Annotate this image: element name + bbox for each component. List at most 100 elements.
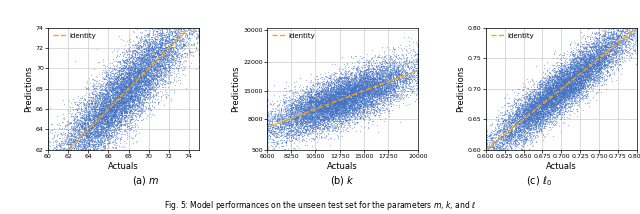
- Point: [383, 82, 394, 86]
- Point: [307, 110, 317, 113]
- Point: [533, 112, 543, 116]
- Point: [551, 98, 561, 101]
- Point: [121, 64, 131, 68]
- Point: [540, 108, 550, 111]
- Point: [565, 66, 575, 69]
- Point: [100, 137, 110, 140]
- Point: [299, 109, 309, 112]
- Point: [632, 28, 640, 32]
- Point: [608, 38, 618, 41]
- Point: [584, 64, 594, 67]
- Point: [125, 77, 136, 80]
- Point: [520, 83, 530, 86]
- Point: [481, 151, 491, 155]
- Point: [567, 70, 577, 73]
- Point: [377, 90, 387, 94]
- Point: [128, 141, 138, 144]
- Point: [145, 42, 156, 45]
- Point: [370, 72, 380, 75]
- Point: [530, 114, 540, 118]
- Point: [349, 100, 359, 104]
- Point: [313, 115, 323, 118]
- Point: [412, 52, 422, 55]
- Point: [562, 63, 572, 67]
- Point: [529, 105, 539, 108]
- Point: [413, 66, 423, 70]
- Point: [547, 77, 557, 80]
- Point: [551, 71, 561, 74]
- Point: [490, 140, 500, 143]
- Point: [328, 118, 339, 121]
- Point: [488, 154, 499, 158]
- Point: [108, 87, 118, 90]
- Point: [333, 109, 344, 112]
- Point: [614, 59, 625, 63]
- Point: [616, 35, 626, 39]
- Point: [605, 60, 615, 63]
- Point: [108, 127, 118, 130]
- Point: [154, 48, 164, 51]
- Point: [131, 85, 141, 89]
- Point: [113, 98, 123, 101]
- Point: [282, 114, 292, 117]
- Point: [116, 101, 127, 104]
- Point: [380, 82, 390, 86]
- Point: [563, 81, 573, 85]
- Point: [559, 111, 570, 114]
- Point: [566, 93, 576, 97]
- Point: [510, 122, 520, 125]
- Point: [579, 53, 589, 56]
- Point: [90, 120, 100, 124]
- Point: [593, 62, 603, 65]
- Point: [595, 79, 605, 83]
- Point: [149, 68, 159, 71]
- Point: [337, 85, 348, 88]
- Point: [328, 104, 339, 108]
- Point: [335, 94, 345, 98]
- Point: [68, 129, 79, 133]
- Point: [71, 159, 81, 162]
- Point: [328, 100, 339, 104]
- Point: [543, 87, 554, 90]
- Point: [369, 92, 379, 96]
- Point: [152, 81, 163, 85]
- Point: [335, 112, 345, 115]
- Point: [481, 177, 491, 180]
- Point: [303, 111, 314, 115]
- Point: [100, 133, 110, 137]
- Point: [599, 41, 609, 44]
- Point: [131, 70, 141, 73]
- Point: [109, 107, 119, 110]
- Point: [566, 66, 576, 69]
- Point: [43, 141, 53, 144]
- Point: [555, 101, 565, 104]
- Point: [551, 95, 561, 98]
- Point: [481, 171, 491, 174]
- Point: [109, 113, 119, 117]
- Point: [564, 94, 575, 97]
- Point: [563, 109, 573, 113]
- Point: [308, 115, 318, 118]
- Point: [600, 66, 610, 70]
- Point: [553, 107, 563, 111]
- Point: [152, 64, 162, 67]
- Point: [632, 3, 640, 7]
- Point: [344, 108, 354, 112]
- Point: [540, 113, 550, 116]
- Point: [120, 55, 130, 59]
- Point: [342, 103, 353, 106]
- Point: [79, 129, 89, 133]
- Point: [596, 65, 607, 68]
- Point: [601, 24, 611, 28]
- Point: [111, 97, 121, 101]
- Point: [348, 107, 358, 110]
- Point: [336, 104, 346, 107]
- Point: [151, 77, 161, 81]
- Point: [518, 120, 529, 123]
- Point: [116, 93, 126, 97]
- Point: [272, 119, 282, 123]
- Point: [135, 87, 145, 91]
- Point: [310, 100, 321, 104]
- Point: [481, 139, 492, 142]
- Point: [374, 88, 385, 92]
